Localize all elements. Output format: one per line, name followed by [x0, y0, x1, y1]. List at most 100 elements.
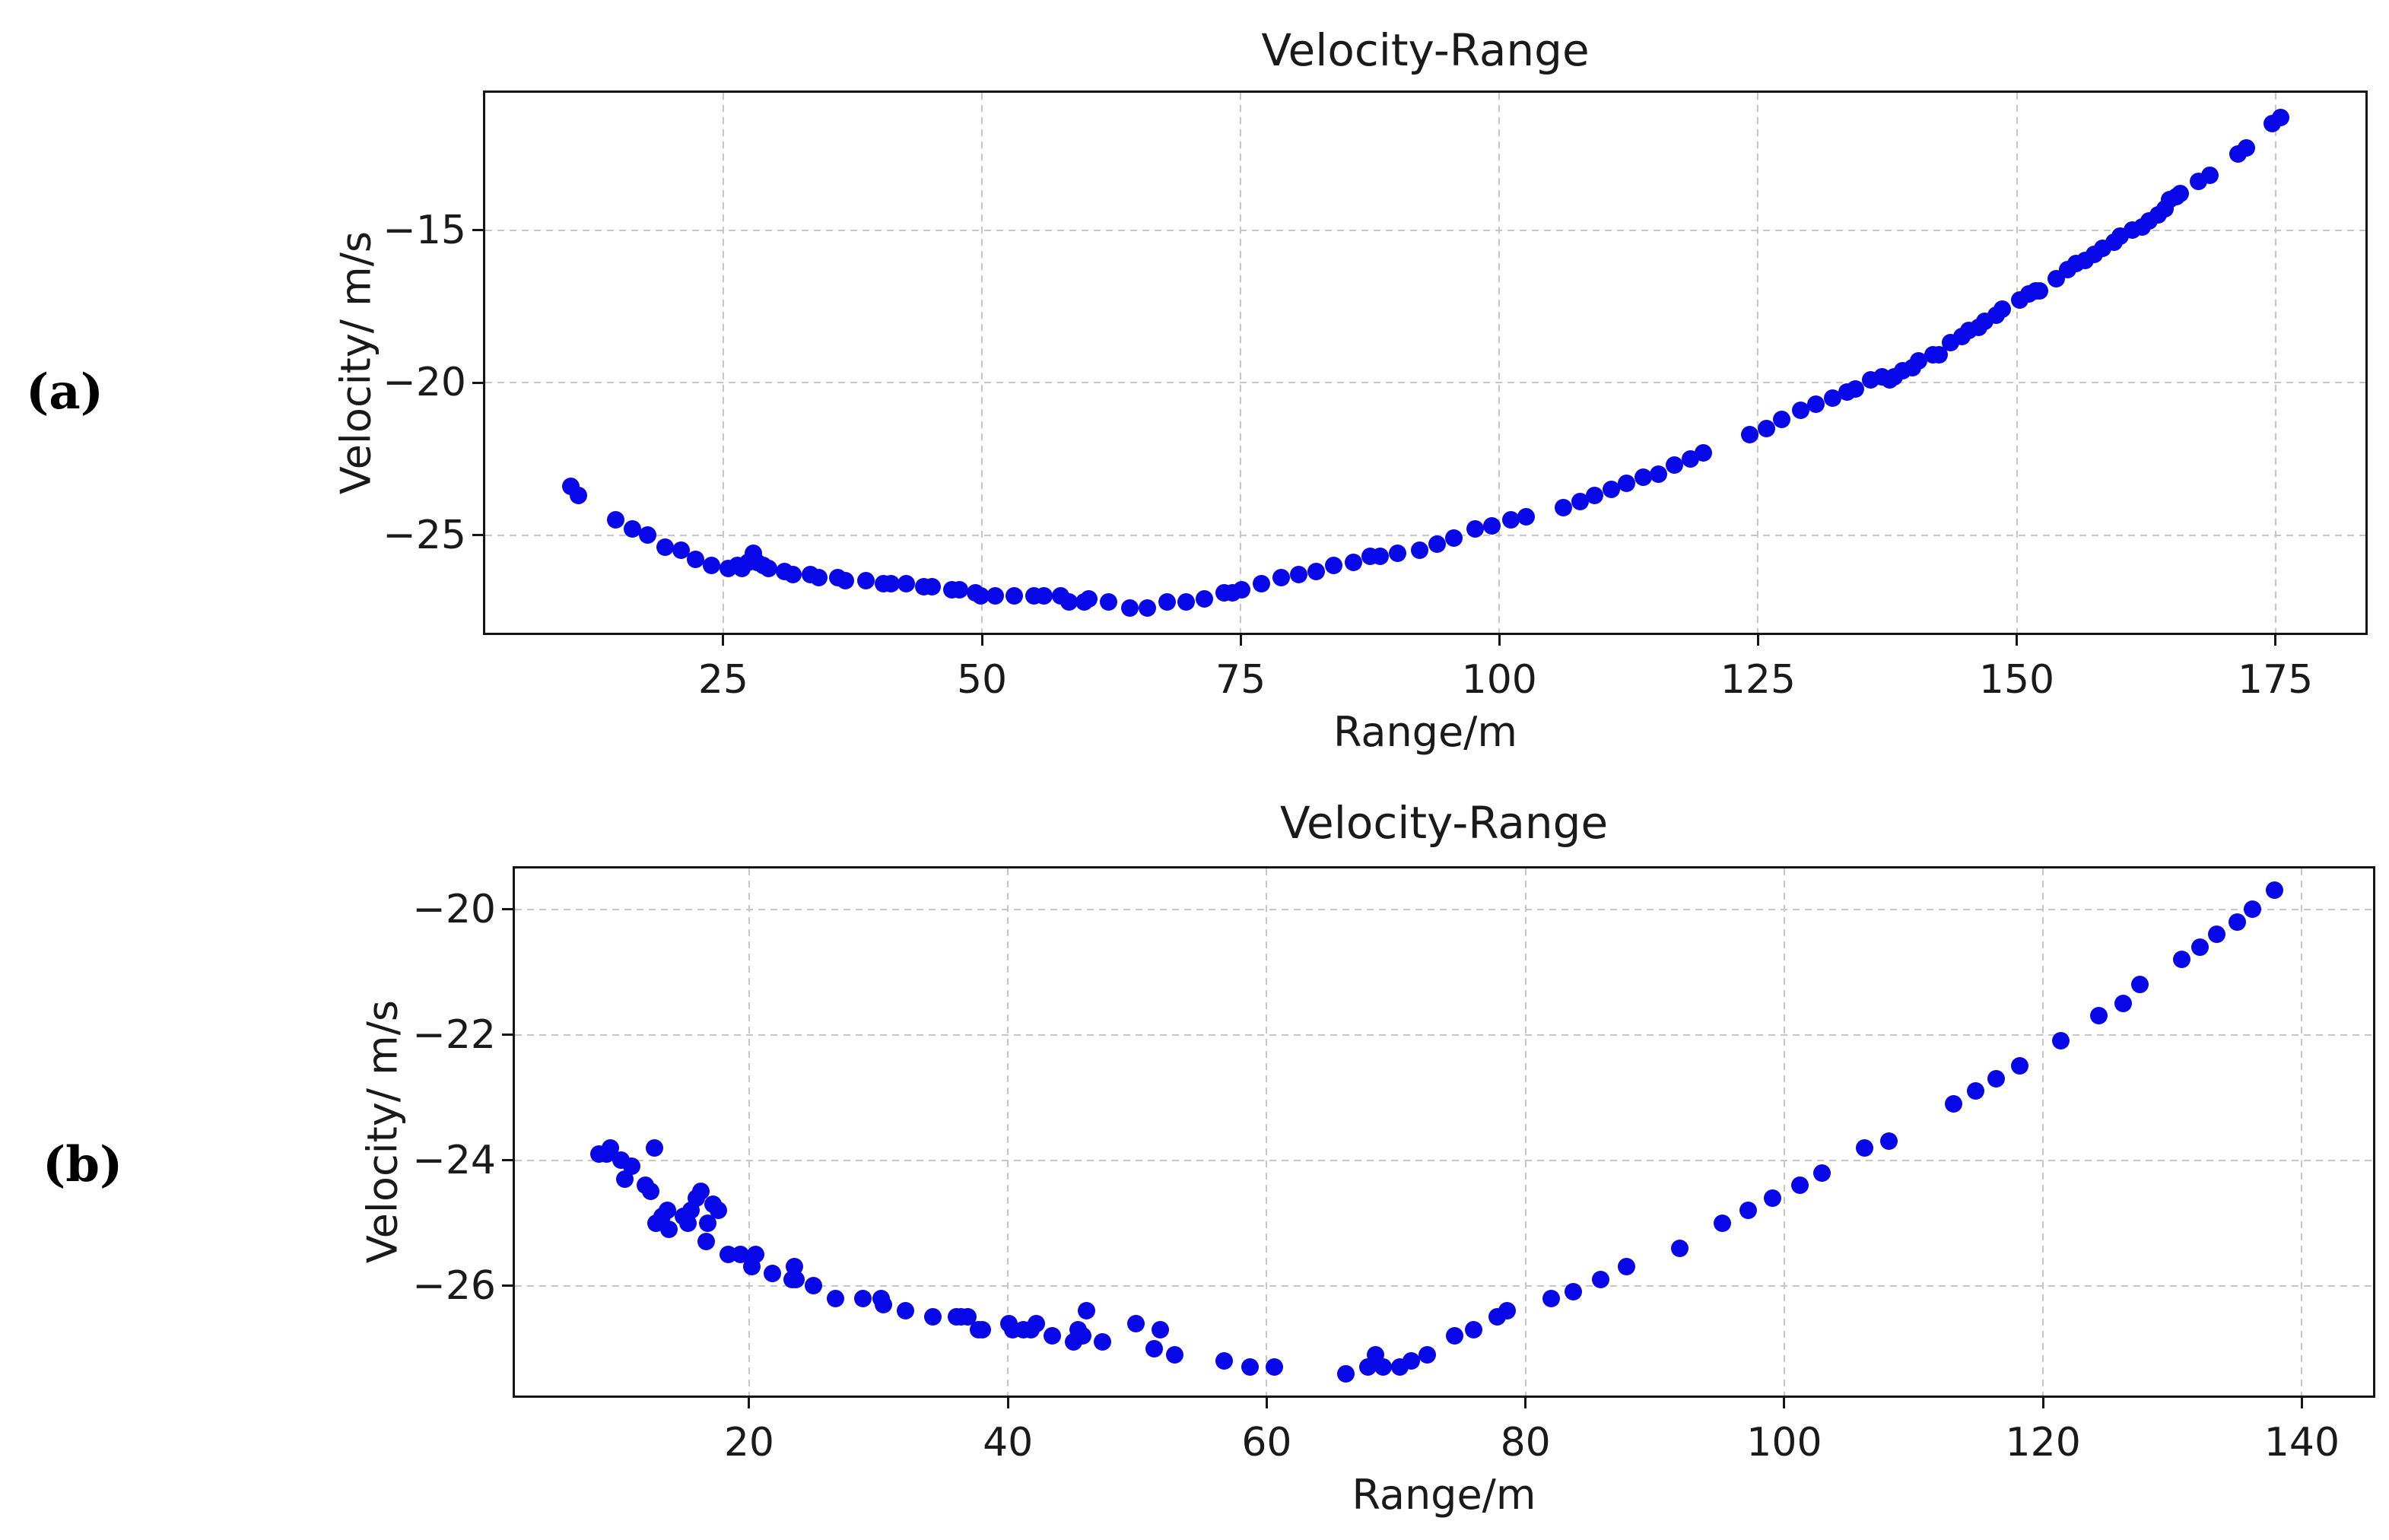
data-point-b — [1713, 1214, 1731, 1232]
data-point-a — [1177, 593, 1195, 611]
data-point-a — [1428, 535, 1447, 554]
data-point-a — [1773, 410, 1791, 428]
data-point-a — [923, 578, 942, 596]
data-point-b — [659, 1220, 678, 1238]
data-point-b — [1812, 1164, 1831, 1182]
data-point-b — [1266, 1358, 1284, 1376]
data-point-b — [731, 1245, 749, 1263]
gridline-x-a — [981, 93, 983, 633]
data-point-a — [1196, 590, 1214, 608]
x-tick-label-b: 140 — [2264, 1420, 2340, 1465]
data-point-b — [1498, 1302, 1517, 1320]
tick-mark-x-a — [1239, 635, 1242, 646]
gridline-x-b — [748, 868, 750, 1396]
x-tick-label-a: 75 — [1215, 657, 1266, 703]
data-point-b — [2228, 913, 2246, 931]
gridline-x-b — [1007, 868, 1009, 1396]
data-point-b — [659, 1202, 677, 1220]
data-point-a — [1930, 346, 1948, 364]
data-point-a — [1846, 379, 1864, 398]
data-point-b — [1880, 1132, 1898, 1151]
data-point-b — [1617, 1258, 1635, 1276]
data-point-b — [2207, 926, 2225, 944]
x-axis-label-b: Range/m — [1352, 1471, 1536, 1519]
data-point-b — [2052, 1032, 2070, 1050]
data-point-a — [1121, 599, 1139, 618]
data-point-a — [1139, 599, 1157, 618]
panel-label-b: (b) — [43, 1136, 123, 1193]
x-tick-label-a: 50 — [956, 657, 1008, 703]
data-point-a — [972, 587, 990, 605]
gridline-y-b — [515, 1034, 2373, 1036]
data-point-b — [924, 1308, 942, 1326]
data-point-b — [746, 1245, 764, 1263]
data-point-b — [2011, 1057, 2029, 1075]
x-tick-label-a: 100 — [1461, 657, 1537, 703]
tick-mark-x-a — [2274, 635, 2277, 646]
data-point-b — [1542, 1289, 1561, 1307]
chart-title-b: Velocity-Range — [1279, 797, 1609, 849]
data-point-b — [1987, 1069, 2006, 1088]
data-point-b — [1591, 1270, 1609, 1288]
y-tick-label-a: −15 — [383, 207, 466, 253]
data-point-a — [1665, 456, 1683, 474]
data-point-a — [1483, 517, 1501, 535]
data-point-b — [622, 1157, 640, 1176]
tick-mark-x-a — [1756, 635, 1759, 646]
data-point-b — [897, 1302, 915, 1320]
tick-mark-x-b — [2300, 1398, 2303, 1408]
data-point-b — [973, 1320, 991, 1338]
data-point-b — [1166, 1345, 1184, 1364]
data-point-b — [1855, 1138, 1873, 1157]
data-point-b — [1764, 1189, 1782, 1207]
tick-mark-x-b — [2041, 1398, 2044, 1408]
data-point-a — [986, 587, 1005, 605]
data-point-b — [602, 1138, 620, 1157]
y-tick-label-a: −25 — [383, 512, 466, 558]
data-point-b — [2172, 951, 2190, 969]
data-point-a — [1650, 465, 1668, 483]
x-tick-label-b: 120 — [2005, 1420, 2081, 1465]
x-tick-label-b: 60 — [1241, 1420, 1292, 1465]
data-point-b — [642, 1183, 660, 1201]
tick-mark-y-b — [502, 908, 513, 911]
y-tick-label-b: −22 — [412, 1011, 496, 1058]
data-point-b — [875, 1295, 893, 1313]
gridline-y-b — [515, 1159, 2373, 1161]
tick-mark-x-b — [1783, 1398, 1786, 1408]
data-point-a — [1411, 541, 1429, 560]
data-point-a — [882, 575, 900, 593]
data-point-a — [1079, 590, 1098, 608]
data-point-b — [2089, 1007, 2108, 1025]
y-tick-label-a: −20 — [383, 360, 466, 406]
data-point-a — [1233, 581, 1250, 599]
tick-mark-y-b — [502, 1159, 513, 1162]
data-point-a — [606, 511, 624, 529]
data-point-a — [2171, 184, 2189, 202]
tick-mark-x-a — [980, 635, 983, 646]
gridline-x-b — [1266, 868, 1268, 1396]
data-point-b — [2244, 900, 2262, 919]
data-point-a — [1307, 563, 1325, 581]
data-point-a — [2030, 282, 2048, 300]
data-point-a — [1694, 443, 1712, 462]
tick-mark-x-b — [1265, 1398, 1268, 1408]
data-point-a — [1501, 511, 1520, 529]
data-point-a — [760, 560, 778, 578]
y-tick-label-b: −26 — [412, 1262, 496, 1309]
tick-mark-y-a — [472, 381, 483, 384]
data-point-b — [827, 1289, 845, 1307]
gridline-x-a — [1240, 93, 1242, 633]
x-tick-label-b: 40 — [983, 1420, 1034, 1465]
data-point-a — [1993, 300, 2011, 319]
tick-mark-x-b — [1524, 1398, 1527, 1408]
data-point-a — [1099, 593, 1117, 611]
tick-mark-y-a — [472, 229, 483, 231]
data-point-a — [1289, 566, 1307, 584]
data-point-b — [698, 1214, 716, 1232]
panel-label-a: (a) — [26, 364, 104, 421]
data-point-b — [1028, 1314, 1046, 1332]
data-point-a — [1909, 352, 1927, 370]
data-point-a — [1158, 593, 1177, 611]
